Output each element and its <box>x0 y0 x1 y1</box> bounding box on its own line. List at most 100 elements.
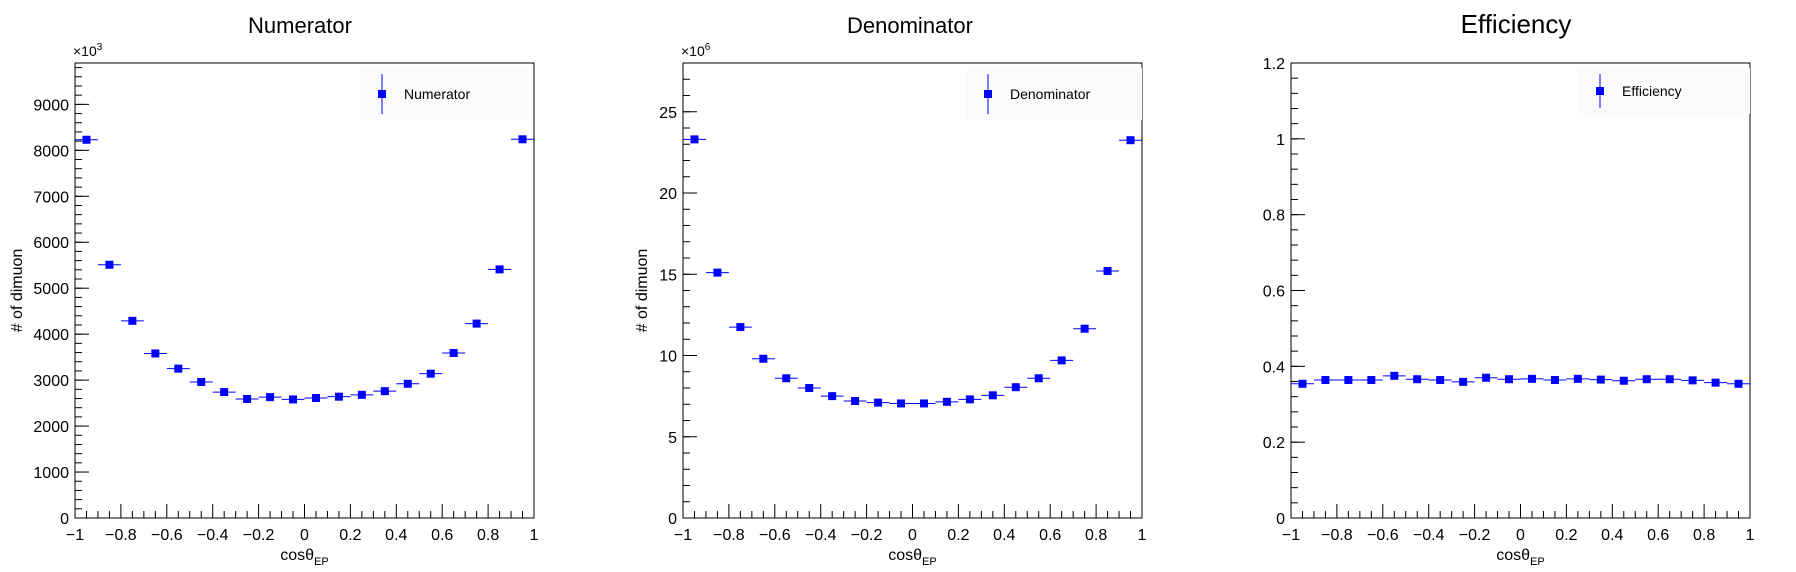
data-point <box>1589 375 1613 384</box>
x-tick-label: −0.6 <box>759 527 791 544</box>
data-point <box>1520 374 1544 383</box>
data-marker <box>1344 375 1353 384</box>
data-marker <box>357 390 366 399</box>
data-marker <box>1459 377 1468 386</box>
data-point <box>1428 375 1452 384</box>
y-tick-label: 1000 <box>33 465 69 482</box>
data-point <box>751 354 775 363</box>
data-point <box>820 392 844 401</box>
x-tick-label: −0.6 <box>151 527 183 544</box>
y-tick-label: 0 <box>668 511 677 528</box>
y-tick-label: 1 <box>1276 132 1285 149</box>
data-point <box>396 379 420 388</box>
data-marker <box>518 135 527 144</box>
data-point <box>143 349 167 358</box>
data-point <box>912 399 936 408</box>
y-tick-label: 0.4 <box>1263 359 1285 376</box>
data-point <box>488 265 512 274</box>
data-marker <box>243 394 252 403</box>
y-tick-label: 4000 <box>33 327 69 344</box>
x-tick-label: −1 <box>1282 527 1300 544</box>
data-point <box>1405 375 1429 384</box>
data-marker <box>1711 378 1720 387</box>
data-marker <box>1619 376 1628 385</box>
x-tick-label: 0 <box>908 527 917 544</box>
x-axis-label: cosθEP <box>1496 547 1544 568</box>
data-marker <box>1550 375 1559 384</box>
data-marker <box>805 384 814 392</box>
y-axis-multiplier: ×106 <box>681 42 711 59</box>
x-tick-label: 0 <box>300 527 309 544</box>
data-point <box>373 387 397 396</box>
data-marker <box>220 388 229 397</box>
y-tick-label: 5000 <box>33 281 69 298</box>
data-marker <box>289 395 298 404</box>
data-marker <box>311 394 320 403</box>
data-point <box>235 394 259 403</box>
chart-title: Efficiency <box>1461 9 1572 39</box>
data-marker <box>1321 375 1330 384</box>
data-marker <box>897 399 906 408</box>
data-point <box>1119 136 1142 145</box>
chart-panel-efficiency: Efficiency −1 −0.8 −0.6 −0.4 −0.2 0 0.2 0.4 0.6 0.… <box>1263 9 1755 568</box>
x-tick-label: 0.8 <box>1085 527 1107 544</box>
data-marker <box>690 135 699 144</box>
y-axis-label: # of dimuon <box>634 249 651 333</box>
x-tick-label: −1 <box>674 527 692 544</box>
chart-title: Denominator <box>847 13 973 38</box>
x-tick-label: 0.4 <box>385 527 407 544</box>
data-marker <box>1103 267 1112 275</box>
data-marker <box>174 364 183 373</box>
data-marker <box>1080 324 1089 333</box>
y-tick-label: 6000 <box>33 235 69 252</box>
y-tick-label: 1.2 <box>1263 56 1285 73</box>
data-point <box>212 388 236 397</box>
data-point <box>866 398 890 407</box>
legend-marker <box>378 90 386 98</box>
data-marker <box>736 323 745 332</box>
x-tick-label: 0.6 <box>1039 527 1061 544</box>
data-marker <box>874 398 883 407</box>
data-marker <box>1596 375 1605 384</box>
data-marker <box>851 397 860 405</box>
data-point <box>1073 324 1097 333</box>
data-point <box>889 399 913 408</box>
x-tick-label: 0.6 <box>431 527 453 544</box>
data-point <box>1291 379 1314 388</box>
data-point <box>935 397 959 406</box>
chart-title: Numerator <box>248 13 352 38</box>
data-point <box>1382 371 1406 380</box>
data-point <box>1474 373 1498 382</box>
data-point <box>705 268 729 277</box>
data-point <box>1658 375 1682 384</box>
y-tick-label: 0.8 <box>1263 208 1285 225</box>
data-point <box>166 364 190 373</box>
data-marker <box>828 392 837 401</box>
x-tick-label: −0.4 <box>805 527 837 544</box>
data-marker <box>759 354 768 363</box>
data-point <box>1027 374 1051 383</box>
data-point <box>1497 375 1521 384</box>
x-tick-label: 0.6 <box>1647 527 1669 544</box>
data-point <box>1050 356 1074 365</box>
y-tick-label: 25 <box>659 105 677 122</box>
data-marker <box>472 319 481 328</box>
data-point <box>1566 374 1590 383</box>
x-tick-label: 1 <box>1746 527 1755 544</box>
plot-frame <box>74 62 535 519</box>
data-marker <box>1126 136 1135 145</box>
data-marker <box>380 387 389 396</box>
data-point <box>465 319 489 328</box>
x-tick-label: −0.2 <box>243 527 275 544</box>
x-tick-label: −0.2 <box>851 527 883 544</box>
x-tick-label: −0.8 <box>105 527 137 544</box>
data-point <box>1313 375 1337 384</box>
x-tick-label: 1 <box>530 527 539 544</box>
x-tick-label: −1 <box>66 527 84 544</box>
chart-panel-numerator: Numerator −1 −0.8 −0.6 −0.4 −0.2 0 0.2 0.4 0.6 0.8… <box>9 13 539 568</box>
chart-panel-denominator: Denominator −1 −0.8 −0.6 −0.4 −0.2 0 0.2 0.4 0.6 0… <box>634 13 1147 568</box>
data-point <box>189 377 213 386</box>
x-tick-label: 0.4 <box>1601 527 1623 544</box>
data-point <box>1451 377 1475 386</box>
y-tick-label: 8000 <box>33 143 69 160</box>
